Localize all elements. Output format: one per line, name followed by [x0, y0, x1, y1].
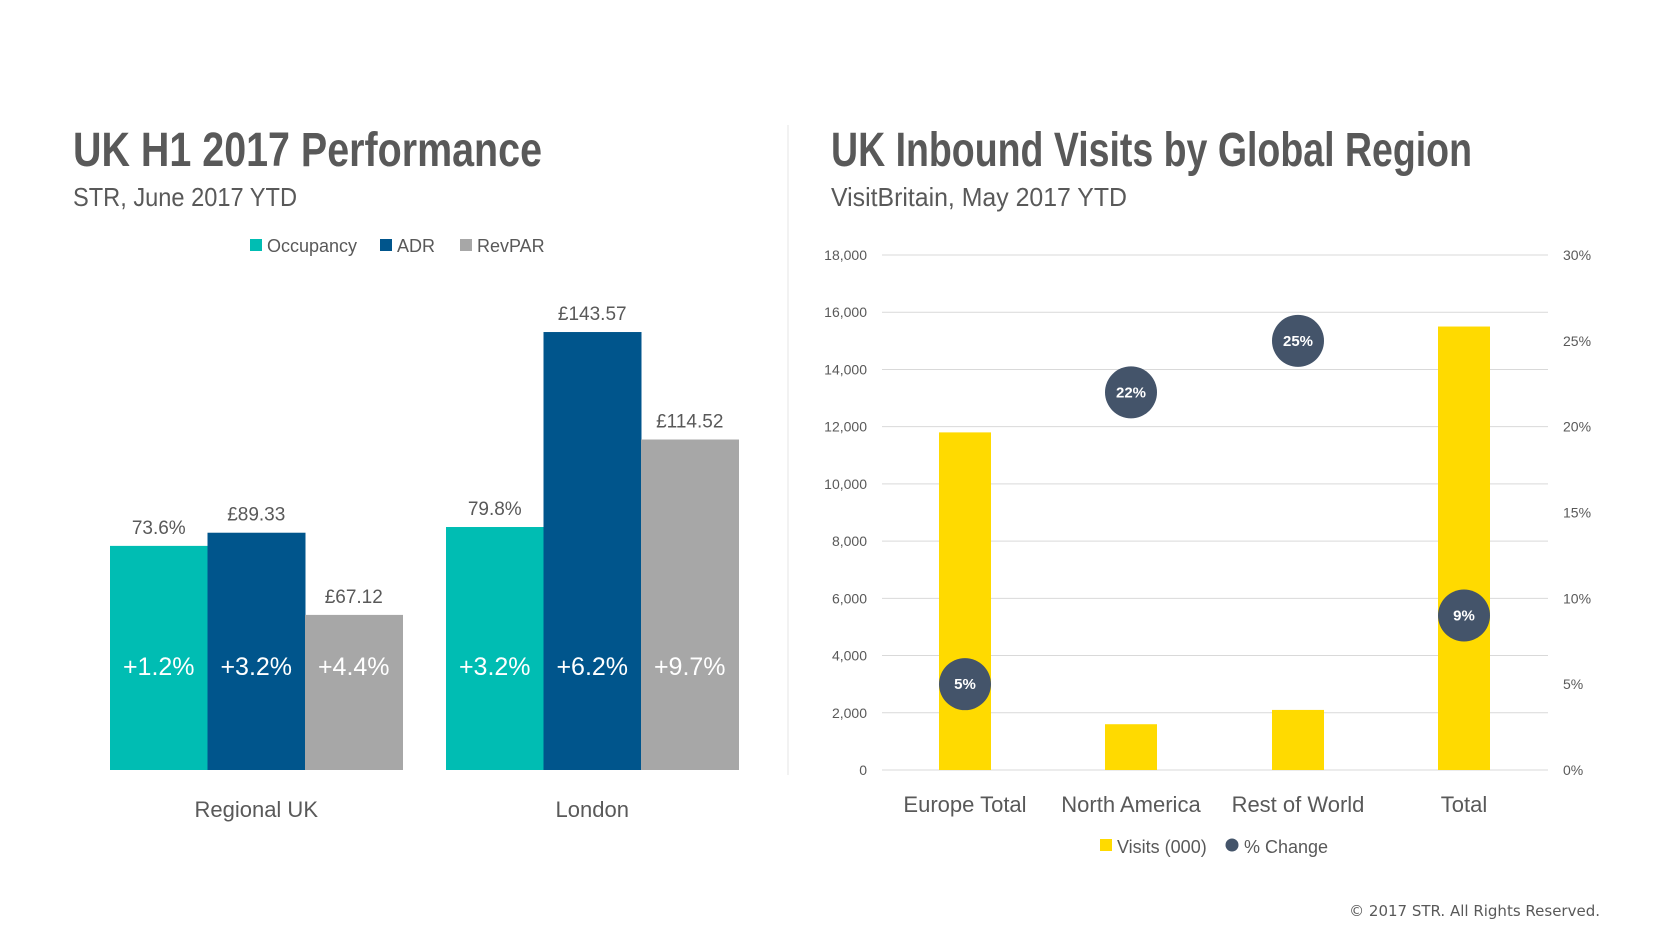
y2-tick-label: 20%	[1563, 419, 1591, 435]
bar-occupancy	[110, 545, 208, 770]
data-label: 73.6%	[132, 518, 186, 539]
point-change	[939, 658, 991, 711]
point-label: 9%	[1453, 608, 1475, 625]
legend-swatch-adr	[380, 239, 392, 251]
change-label: +3.2%	[459, 653, 531, 681]
left-chart-subtitle: STR, June 2017 YTD	[73, 182, 297, 212]
point-change	[1105, 366, 1157, 419]
bar-occupancy	[446, 527, 544, 770]
change-label: +1.2%	[123, 653, 195, 681]
y-tick-label: 18,000	[824, 247, 867, 263]
y-tick-label: 10,000	[824, 476, 867, 492]
legend-swatch-visits	[1100, 839, 1112, 851]
category-label: London	[556, 797, 629, 822]
bar-visits	[1438, 326, 1490, 770]
bar-adr	[543, 332, 642, 770]
y2-tick-label: 15%	[1563, 505, 1591, 521]
right-chart-title: UK Inbound Visits by Global Region	[831, 124, 1472, 177]
data-label: £89.33	[227, 505, 285, 526]
left-legend: Occupancy ADR RevPAR	[250, 236, 545, 256]
y2-tick-label: 0%	[1563, 762, 1583, 778]
bar-visits	[1272, 709, 1324, 770]
bar-visits	[939, 432, 991, 770]
legend-label: ADR	[397, 236, 435, 256]
point-label: 25%	[1283, 333, 1313, 350]
point-label: 22%	[1116, 384, 1146, 401]
right-chart: 0 2,000 4,000 6,000 8,000 10,000 12,000 14,000 1…	[824, 247, 1591, 857]
left-chart-title: UK H1 2017 Performance	[73, 124, 542, 177]
y-tick-label: 4,000	[832, 648, 867, 664]
data-label: £67.12	[325, 587, 383, 608]
category-label: North America	[1061, 792, 1201, 817]
y-tick-label: 12,000	[824, 419, 867, 435]
y2-tick-label: 10%	[1563, 590, 1591, 606]
y-tick-label: 8,000	[832, 533, 867, 549]
y-tick-label: 14,000	[824, 361, 867, 377]
y-tick-label: 0	[859, 762, 867, 778]
y2-tick-label: 30%	[1563, 247, 1591, 263]
change-label: +6.2%	[556, 653, 628, 681]
y2-tick-label: 25%	[1563, 333, 1591, 349]
copyright: © 2017 STR. All Rights Reserved.	[1349, 902, 1600, 920]
point-change	[1438, 589, 1490, 642]
data-label: £114.52	[656, 412, 723, 433]
right-chart-subtitle: VisitBritain, May 2017 YTD	[831, 182, 1127, 212]
legend-label: RevPAR	[477, 236, 545, 256]
legend-label: % Change	[1244, 837, 1328, 857]
point-label: 5%	[954, 676, 976, 693]
data-label: 79.8%	[468, 499, 522, 520]
y-tick-label: 6,000	[832, 590, 867, 606]
y2-tick-label: 5%	[1563, 676, 1583, 692]
bar-visits	[1105, 724, 1157, 770]
left-bars: 73.6% +1.2% £89.33 +3.2% £67.12 +4.4% Regional…	[110, 304, 739, 822]
category-label: Regional UK	[194, 797, 318, 822]
category-label: Europe Total	[903, 792, 1026, 817]
y-tick-label: 2,000	[832, 705, 867, 721]
change-label: +9.7%	[654, 653, 726, 681]
point-change	[1272, 314, 1324, 367]
bar-revpar	[305, 614, 403, 770]
legend-swatch-occupancy	[250, 239, 262, 251]
legend-swatch-revpar	[460, 239, 472, 251]
bar-revpar	[641, 439, 739, 770]
y-tick-label: 16,000	[824, 304, 867, 320]
legend-swatch-change	[1225, 838, 1239, 852]
category-label: Total	[1441, 792, 1487, 817]
legend-label: Occupancy	[267, 236, 357, 256]
legend-label: Visits (000)	[1117, 837, 1207, 857]
data-label: £143.57	[558, 304, 627, 325]
change-label: +4.4%	[318, 653, 390, 681]
bar-adr	[207, 532, 306, 770]
category-label: Rest of World	[1232, 792, 1365, 817]
change-label: +3.2%	[220, 653, 292, 681]
